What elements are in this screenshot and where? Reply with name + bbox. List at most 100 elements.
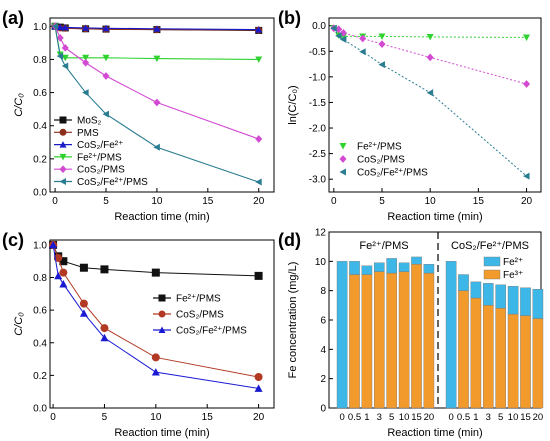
legend-label: CoS₂/PMS	[357, 155, 405, 166]
legend-marker	[59, 141, 67, 148]
bar-fe2-segment	[507, 286, 519, 315]
y-tick-label: 0.2	[33, 371, 47, 382]
data-point	[151, 368, 160, 376]
legend-marker	[59, 178, 66, 185]
bar-fe3-segment	[520, 315, 531, 409]
data-point	[330, 24, 337, 32]
panel-d-tag: (d)	[278, 230, 301, 250]
y-tick-label: 2	[320, 374, 326, 385]
y-tick-label: -2.5	[309, 149, 327, 160]
data-point	[82, 24, 90, 31]
panel-b-plot-frame	[328, 17, 542, 193]
x-tick-label: 10	[151, 196, 163, 207]
data-point	[153, 25, 161, 32]
legend-label: CoS₂/PMS	[77, 165, 125, 176]
legend-marker	[339, 143, 347, 150]
y-tick-label: 0.8	[33, 55, 47, 66]
legend-marker	[158, 310, 166, 318]
data-point	[100, 324, 109, 333]
data-point	[151, 353, 160, 362]
y-tick-label: 10	[315, 257, 327, 268]
data-point	[255, 135, 263, 143]
legend-label: PMS	[77, 128, 99, 139]
y-tick-label: 0.8	[33, 273, 47, 284]
data-point	[254, 271, 263, 280]
panel-a-xlabel: Reaction time (min)	[114, 211, 209, 223]
x-category-label: 15	[520, 412, 531, 423]
data-point	[54, 253, 63, 262]
x-tick-label: 15	[473, 196, 485, 207]
bar-fe3-segment	[458, 290, 469, 409]
bar-fe2-segment	[336, 261, 348, 409]
legend-label: CoS₂/Fe²⁺/PMS	[77, 177, 148, 188]
data-point	[254, 384, 263, 392]
x-category-label: 15	[411, 412, 422, 423]
bar-fe3-segment	[398, 271, 410, 409]
y-tick-label: 0.6	[33, 88, 47, 99]
x-category-label: 0.5	[457, 412, 470, 423]
bar-fe3-segment	[411, 264, 422, 409]
data-point	[100, 333, 109, 342]
panel-d-group-title-left: Fe²⁺/PMS	[359, 240, 408, 252]
data-point	[335, 25, 343, 34]
legend-label: CoS₂/Fe²⁺/PMS	[176, 326, 247, 337]
legend-marker	[158, 294, 166, 302]
x-category-label: 3	[377, 412, 382, 423]
y-tick-label: -3.0	[309, 175, 327, 186]
bar-fe3-segment	[470, 297, 482, 409]
x-category-label: 1	[364, 412, 369, 423]
y-tick-label: -2.0	[309, 124, 327, 135]
bar-fe3-segment	[374, 271, 385, 409]
legend-marker	[59, 165, 67, 174]
data-point	[359, 48, 366, 56]
panel-a-chart: (a) Reaction time (min) C/C₀ 0 5 10 15 20 0.0…	[2, 8, 275, 223]
x-tick-label: 20	[253, 196, 265, 207]
data-point	[82, 58, 90, 67]
x-tick-label: 0	[50, 412, 56, 423]
bar-fe2-segment	[386, 258, 398, 274]
data-point	[378, 40, 386, 48]
panel-a-tag: (a)	[2, 8, 24, 28]
bar-fe2-segment	[423, 264, 435, 274]
x-category-label: 20	[533, 412, 544, 423]
y-tick-label: 0.0	[33, 188, 47, 199]
y-tick-label: -1.5	[309, 98, 327, 109]
bar-fe3-segment	[386, 272, 398, 409]
data-point	[56, 34, 64, 42]
legend-label: Fe²⁺/PMS	[77, 152, 122, 163]
legend-label: CoS₂/Fe²⁺	[77, 140, 123, 151]
data-point	[82, 54, 90, 62]
data-point	[102, 24, 110, 32]
data-point	[59, 280, 68, 288]
bar-fe2-segment	[374, 262, 385, 272]
data-point	[339, 35, 347, 43]
data-point	[56, 23, 64, 31]
x-category-label: 5	[498, 412, 503, 423]
x-category-label: 10	[399, 412, 410, 423]
data-point	[426, 33, 434, 41]
bar-fe2-segment	[398, 262, 410, 272]
x-tick-label: 20	[521, 196, 533, 207]
data-point	[378, 33, 386, 40]
x-category-label: 20	[424, 412, 435, 423]
y-tick-label: 1.0	[33, 240, 47, 251]
y-tick-label: 0.2	[33, 154, 47, 165]
panel-c-tag: (c)	[2, 230, 24, 250]
data-point	[61, 54, 69, 62]
x-category-label: 3	[486, 412, 491, 423]
data-point	[102, 54, 110, 62]
data-point	[79, 263, 88, 272]
x-tick-label: 5	[102, 412, 108, 423]
panel-c-ylabel: C/C₀	[13, 312, 25, 336]
legend-swatch	[483, 269, 501, 280]
legend-label: Fe²⁺/PMS	[176, 294, 221, 305]
panel-d-group-title-right: CoS₂/Fe²⁺/PMS	[451, 240, 529, 252]
y-tick-label: 6	[320, 316, 326, 327]
bar-fe3-segment	[507, 313, 519, 409]
x-category-label: 10	[508, 412, 519, 423]
data-point	[523, 80, 531, 88]
x-category-label: 5	[389, 412, 394, 423]
data-point	[254, 373, 263, 382]
data-point	[255, 26, 263, 33]
